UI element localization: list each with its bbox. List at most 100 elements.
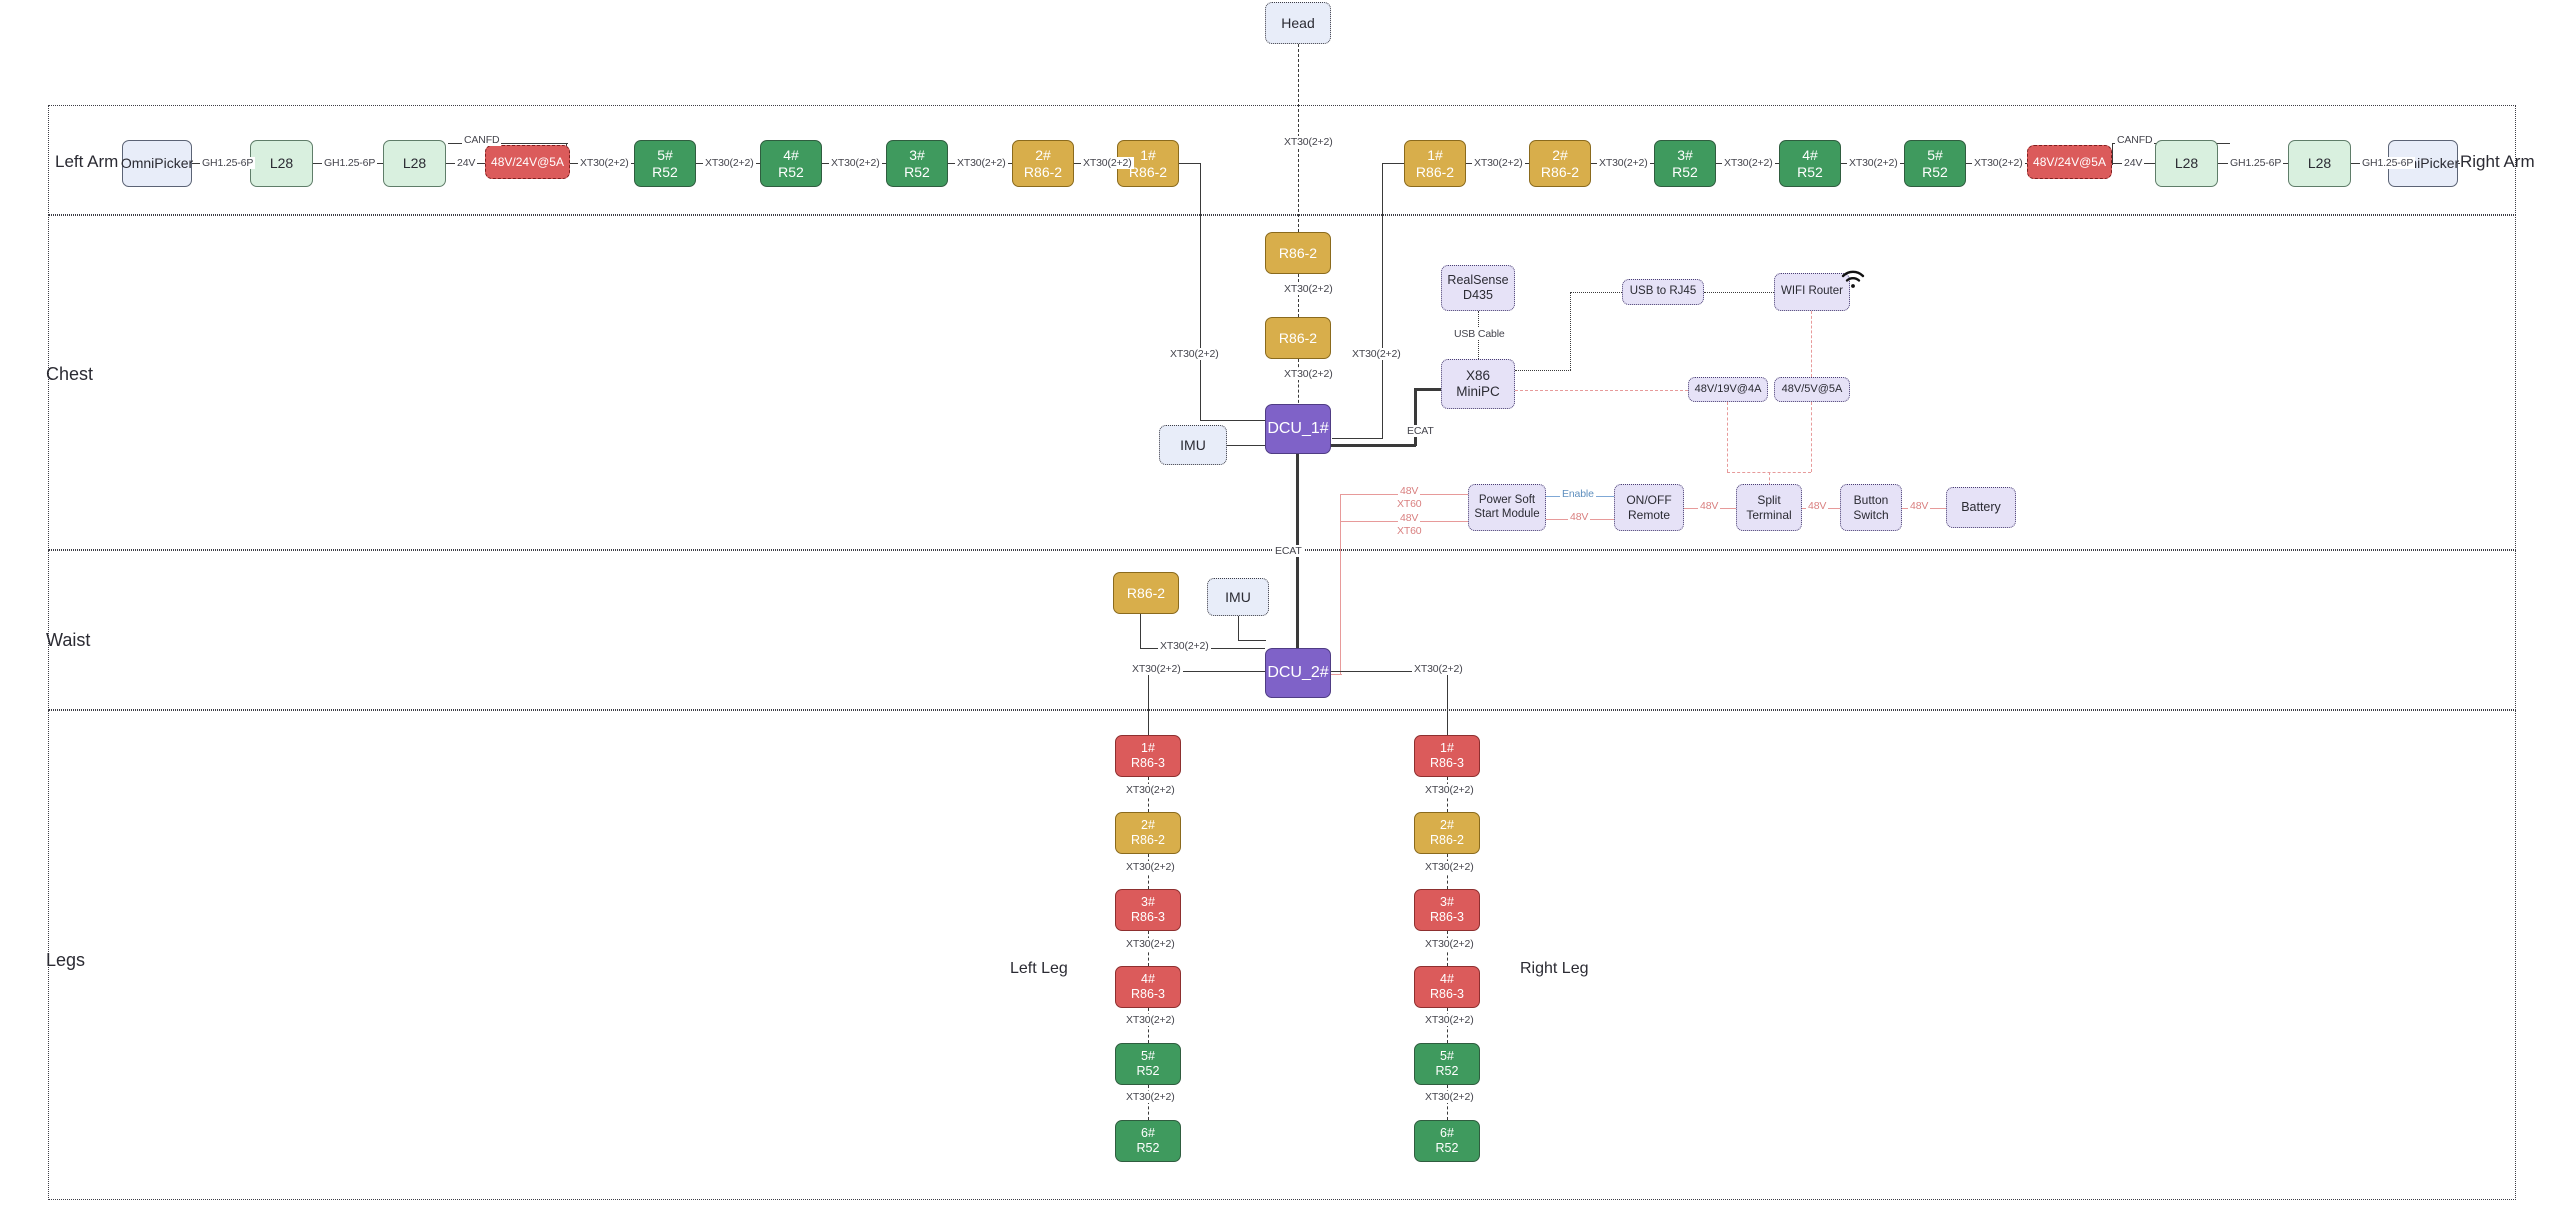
node-chest-r86-lower[interactable]: R86-2	[1265, 317, 1331, 359]
node-label: USB to RJ45	[1629, 285, 1697, 298]
node-label-bottom: R52	[1435, 1064, 1459, 1078]
wire-waist-imu-h	[1238, 640, 1266, 641]
node-label-bottom: R52	[1136, 1141, 1160, 1155]
node-label: L28	[2307, 155, 2332, 172]
wire-waist-to-leftleg	[1148, 671, 1265, 672]
node-chest-imu[interactable]: IMU	[1159, 425, 1227, 465]
node-wifi-router[interactable]: WIFI Router	[1774, 273, 1850, 311]
node-label-bottom: R86-3	[1130, 987, 1166, 1001]
node-rightleg-5[interactable]: 5# R52	[1414, 1043, 1480, 1085]
node-label: OmniPicker	[120, 155, 194, 172]
node-label-top: 6#	[1141, 1126, 1155, 1141]
section-label-chest: Chest	[46, 364, 94, 384]
cable-label-rightarm-0: XT30(2+2)	[1472, 157, 1525, 169]
node-rightarm-l28-b[interactable]: L28	[2288, 140, 2351, 187]
wire-pwr-riser	[1340, 494, 1341, 674]
node-leftleg-2[interactable]: 2# R86-2	[1115, 812, 1181, 854]
node-label-bottom: MiniPC	[1456, 384, 1500, 399]
node-label-top: 2#	[1035, 146, 1051, 163]
node-split-terminal[interactable]: Split Terminal	[1736, 484, 1802, 531]
node-rightleg-4[interactable]: 4# R86-3	[1414, 966, 1480, 1008]
node-label-top: 6#	[1440, 1126, 1454, 1141]
node-leftarm-omnipicker[interactable]: OmniPicker	[120, 140, 194, 187]
node-rightarm-4-r52[interactable]: 4# R52	[1779, 140, 1841, 187]
node-leftarm-2-r86[interactable]: 2# R86-2	[1012, 140, 1074, 187]
wire-waist-imu-v	[1238, 616, 1239, 640]
cable-label-rightleg-0: XT30(2+2)	[1423, 784, 1476, 796]
cable-label-chest-spine-2: XT30(2+2)	[1282, 368, 1335, 380]
node-chest-r86-upper[interactable]: R86-2	[1265, 232, 1331, 274]
node-label-top: 1#	[1427, 146, 1443, 163]
node-label-top: Power Soft	[1478, 493, 1536, 506]
node-power-soft-start[interactable]: Power Soft Start Module	[1468, 484, 1546, 531]
node-leftarm-3-r52[interactable]: 3# R52	[886, 140, 948, 187]
node-usb-to-rj45[interactable]: USB to RJ45	[1622, 279, 1704, 305]
node-label-top: Button	[1853, 493, 1889, 508]
node-converter-5v[interactable]: 48V/5V@5A	[1774, 377, 1850, 402]
node-rightarm-5-r52[interactable]: 5# R52	[1904, 140, 1966, 187]
wire-leftarm-drop-v	[1200, 163, 1201, 420]
node-label-bottom: Start Module	[1474, 507, 1540, 520]
node-leftleg-3[interactable]: 3# R86-3	[1115, 889, 1181, 931]
node-dcu-1[interactable]: DCU_1#	[1265, 404, 1331, 454]
node-button-switch[interactable]: Button Switch	[1840, 484, 1902, 531]
node-rightarm-l28-a[interactable]: L28	[2155, 140, 2218, 187]
node-rightarm-1-r86[interactable]: 1# R86-2	[1404, 140, 1466, 187]
node-onoff-remote[interactable]: ON/OFF Remote	[1614, 484, 1684, 531]
cable-label-onoff-split: 48V	[1698, 500, 1721, 512]
node-leftarm-4-r52[interactable]: 4# R52	[760, 140, 822, 187]
cable-label-waist-r86: XT30(2+2)	[1158, 640, 1211, 652]
node-battery[interactable]: Battery	[1946, 487, 2016, 528]
node-leftleg-6[interactable]: 6# R52	[1115, 1120, 1181, 1162]
node-waist-imu[interactable]: IMU	[1207, 578, 1269, 616]
node-label: IMU	[1180, 436, 1206, 453]
node-leftarm-l28-b[interactable]: L28	[383, 140, 446, 187]
node-rightleg-1[interactable]: 1# R86-3	[1414, 735, 1480, 777]
node-label-top: 3#	[1141, 895, 1155, 910]
cable-label-48v-b: 48V	[1398, 512, 1421, 524]
node-rightarm-2-r86[interactable]: 2# R86-2	[1529, 140, 1591, 187]
node-leftleg-4[interactable]: 4# R86-3	[1115, 966, 1181, 1008]
cable-label-leftleg-1: XT30(2+2)	[1124, 861, 1177, 873]
section-label-waist: Waist	[46, 630, 91, 650]
node-label: L28	[269, 155, 294, 172]
node-leftleg-1[interactable]: 1# R86-3	[1115, 735, 1181, 777]
cable-label-rightarm-2: XT30(2+2)	[1722, 157, 1775, 169]
cable-label-enable: Enable	[1560, 488, 1596, 500]
node-converter-19v[interactable]: 48V/19V@4A	[1688, 377, 1768, 402]
node-rightarm-3-r52[interactable]: 3# R52	[1654, 140, 1716, 187]
node-rightleg-2[interactable]: 2# R86-2	[1414, 812, 1480, 854]
node-leftarm-5-r52[interactable]: 5# R52	[634, 140, 696, 187]
node-label: R86-2	[1278, 244, 1318, 261]
wire-rightarm-drop-v	[1382, 163, 1383, 438]
wire-waist-r86-v	[1140, 614, 1141, 648]
node-realsense-d435[interactable]: RealSense D435	[1441, 265, 1515, 311]
node-rightleg-6[interactable]: 6# R52	[1414, 1120, 1480, 1162]
node-label-bottom: Remote	[1627, 507, 1671, 522]
cable-label-48v-a: 48V	[1398, 485, 1421, 497]
node-label-bottom: R52	[1672, 163, 1698, 180]
node-label-top: 3#	[909, 146, 925, 163]
node-dcu-2[interactable]: DCU_2#	[1265, 648, 1331, 698]
node-leftleg-5[interactable]: 5# R52	[1115, 1043, 1181, 1085]
node-rightleg-3[interactable]: 3# R86-3	[1414, 889, 1480, 931]
node-leftarm-l28-a[interactable]: L28	[250, 140, 313, 187]
section-frame-arms	[48, 105, 2516, 215]
cable-label-chest-spine-1: XT30(2+2)	[1282, 283, 1335, 295]
node-label-top: 1#	[1440, 741, 1454, 756]
cable-label-leftarm-1: GH1.25-6P	[322, 157, 378, 169]
node-waist-r86[interactable]: R86-2	[1113, 572, 1179, 614]
cable-label-leftleg-4: XT30(2+2)	[1124, 1091, 1177, 1103]
wire-leftleg-riser	[1148, 671, 1149, 738]
wire-ecat-h	[1331, 444, 1416, 447]
node-head[interactable]: Head	[1265, 2, 1331, 44]
node-x86-minipc[interactable]: X86 MiniPC	[1441, 359, 1515, 409]
cable-label-leftarm-5: XT30(2+2)	[829, 157, 882, 169]
wire-leftarm-drop-h	[1179, 163, 1201, 164]
node-rightarm-omnipicker[interactable]: OmniPicker	[2387, 140, 2459, 187]
node-leftarm-converter[interactable]: 48V/24V@5A	[485, 145, 570, 179]
cable-label-button-battery: 48V	[1908, 500, 1931, 512]
node-label-top: 1#	[1140, 146, 1156, 163]
cable-label-leftarm-2: 24V	[455, 157, 478, 169]
node-rightarm-converter[interactable]: 48V/24V@5A	[2027, 145, 2112, 179]
